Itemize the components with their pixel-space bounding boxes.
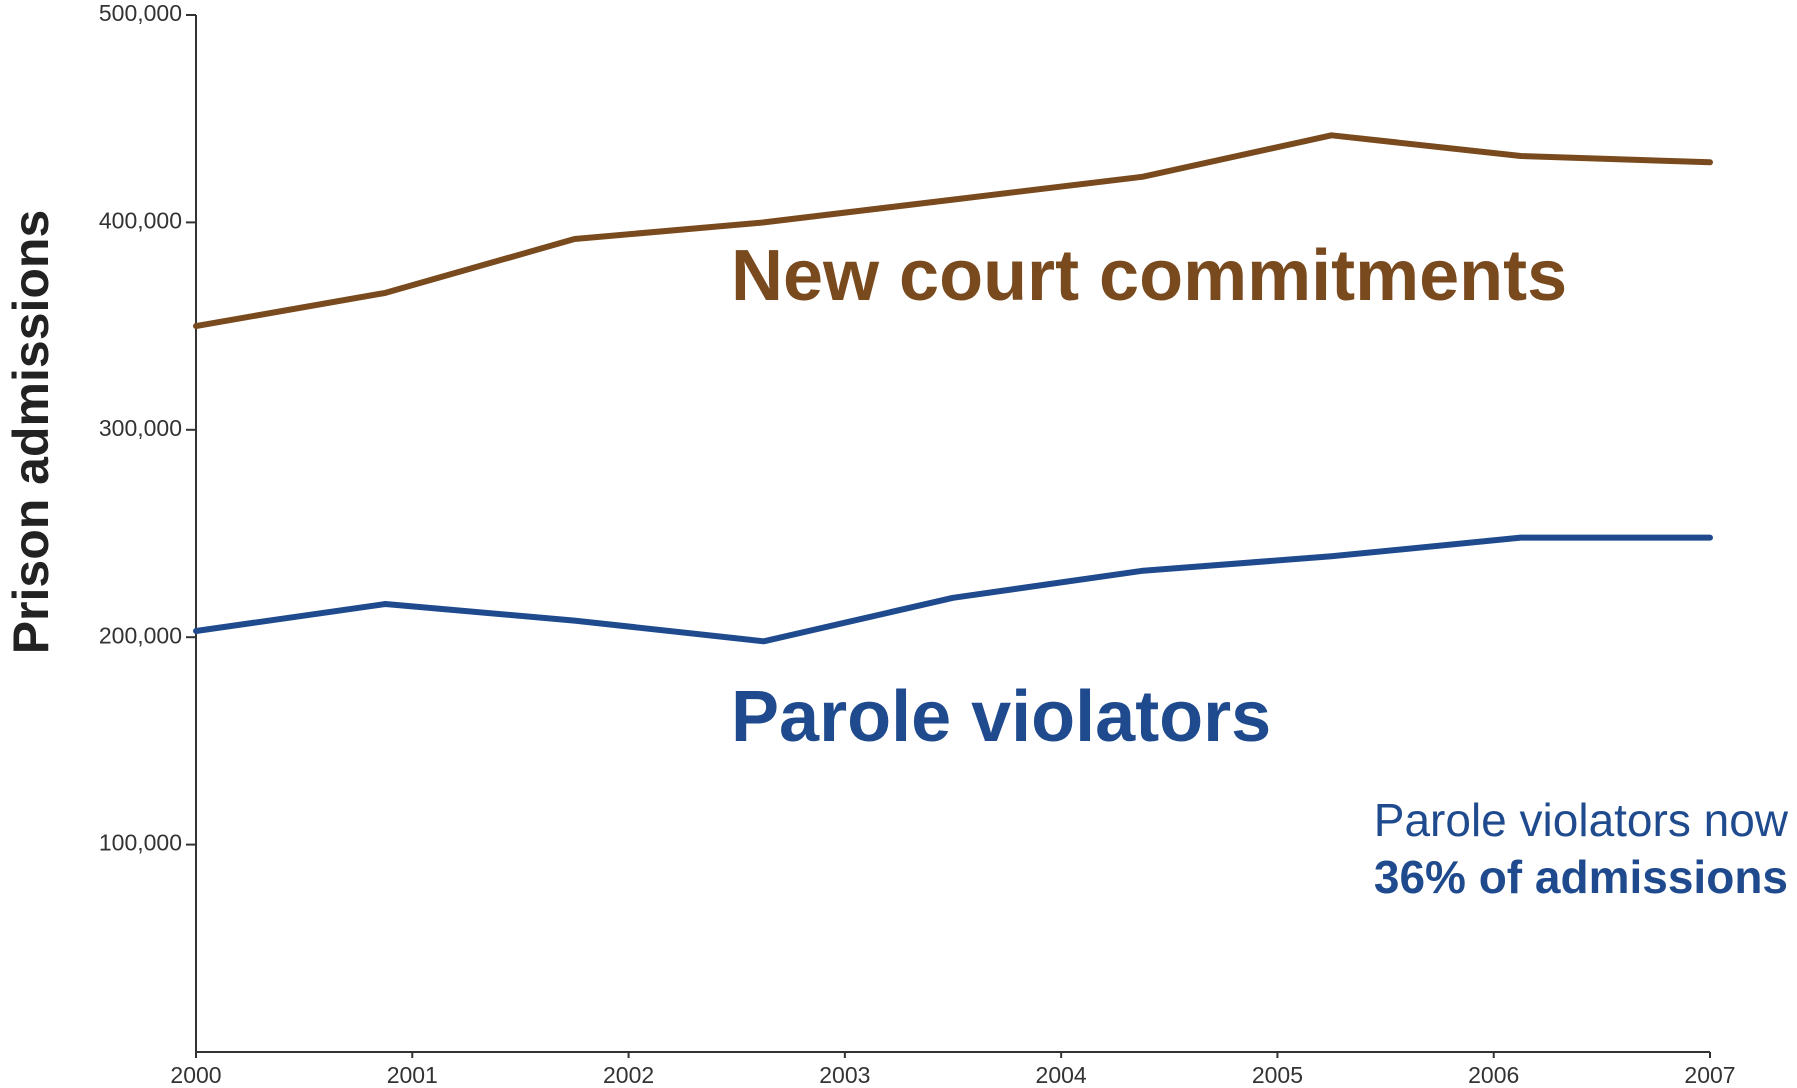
y-tick-label: 200,000 [99, 622, 182, 648]
y-tick-label: 300,000 [99, 415, 182, 441]
y-tick-label: 100,000 [99, 830, 182, 856]
x-tick-label: 2001 [387, 1062, 438, 1088]
y-tick-label: 400,000 [99, 207, 182, 233]
series-label: Parole violators [731, 677, 1271, 757]
x-tick-label: 2006 [1468, 1062, 1519, 1088]
y-axis-label: Prison admissions [3, 210, 59, 655]
series-line [193, 132, 1713, 330]
annotation: Parole violators now [1374, 794, 1789, 846]
annotation: 36% of admissions [1374, 851, 1788, 903]
x-tick-label: 2002 [603, 1062, 654, 1088]
series-label: New court commitments [731, 236, 1567, 316]
x-tick-label: 2004 [1036, 1062, 1087, 1088]
series-line [193, 534, 1713, 645]
x-tick-label: 2003 [819, 1062, 870, 1088]
x-tick-label: 2000 [170, 1062, 221, 1088]
y-tick-label: 500,000 [99, 0, 182, 26]
x-tick-label: 2007 [1684, 1062, 1735, 1088]
x-tick-label: 2005 [1252, 1062, 1303, 1088]
